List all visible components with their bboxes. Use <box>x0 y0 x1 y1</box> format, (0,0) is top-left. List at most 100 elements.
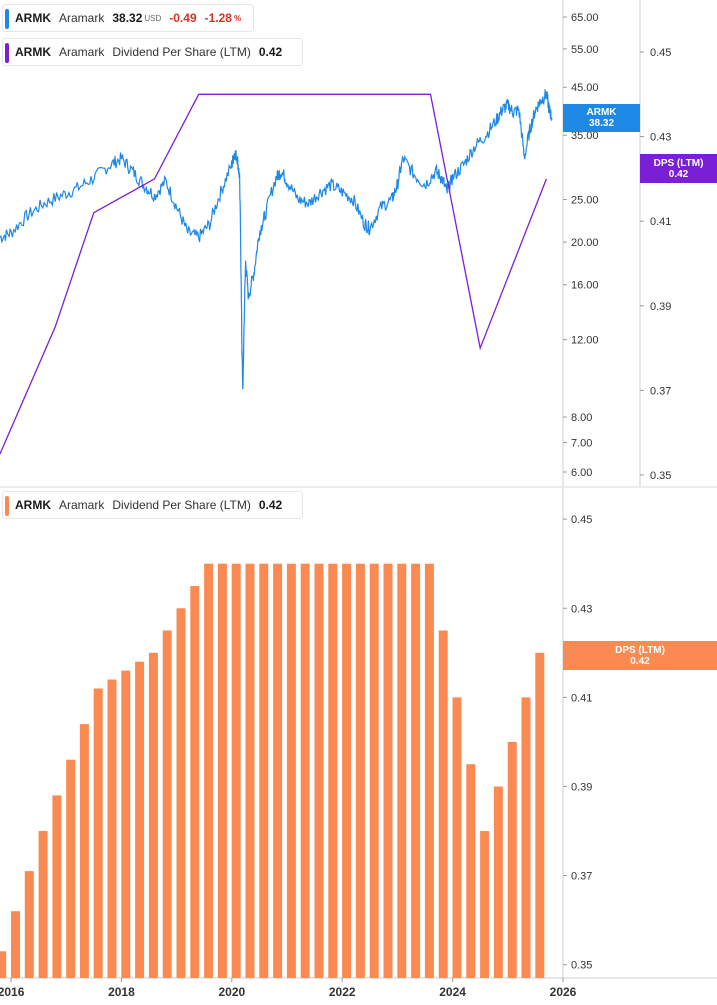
dps-bar[interactable] <box>535 652 545 978</box>
legend-metric: Dividend Per Share (LTM) <box>112 498 251 512</box>
price-tick-label: 20.00 <box>571 237 599 249</box>
dps-bar[interactable] <box>79 724 89 978</box>
dps-bar[interactable] <box>24 871 34 978</box>
legend-price: 38.32 <box>112 11 143 25</box>
price-tick-label: 6.00 <box>571 467 592 479</box>
dps-bar[interactable] <box>0 951 7 978</box>
bottom-dps-tick-label: 0.37 <box>571 871 592 883</box>
dps-top-flag-label: DPS (LTM) <box>653 157 704 169</box>
dps-top-flag: DPS (LTM) 0.42 <box>640 154 717 183</box>
price-tick-label: 8.00 <box>571 412 592 424</box>
dps-bar[interactable] <box>190 586 200 978</box>
price-legend-swatch <box>5 9 9 29</box>
price-flag-label: ARMK <box>586 107 617 118</box>
dps-bar[interactable] <box>383 563 393 978</box>
price-tick-label: 16.00 <box>571 280 599 292</box>
bottom-dps-tick-label: 0.45 <box>571 514 592 526</box>
dps-legend-top-swatch <box>5 43 9 63</box>
legend-pct-sign: % <box>233 13 242 23</box>
legend-company-name: Aramark <box>59 498 105 512</box>
price-flag: ARMK 38.32 <box>563 104 640 132</box>
dps-bar[interactable] <box>521 697 531 978</box>
dps-bar[interactable] <box>107 679 117 979</box>
top-panel-axes: 6.00 7.00 8.00 12.00 16.00 20.00 25.00 35.00 45.… <box>0 0 717 488</box>
bottom-dps-tick-label: 0.43 <box>571 603 592 615</box>
dps-tick-label: 0.45 <box>650 47 671 59</box>
dps-bar[interactable] <box>286 563 296 978</box>
legend-ticker: ARMK <box>15 11 51 25</box>
x-tick-label: 2018 <box>108 985 135 999</box>
dps-bar[interactable] <box>162 630 172 979</box>
x-tick-label: 2020 <box>218 985 245 999</box>
dps-bar[interactable] <box>259 563 269 978</box>
dps-tick-label: 0.35 <box>650 470 671 482</box>
dps-tick-label: 0.43 <box>650 132 671 144</box>
dps-bottom-flag: DPS (LTM) 0.42 <box>563 641 717 670</box>
x-tick-label: 2022 <box>329 985 356 999</box>
legend-value: 0.42 <box>258 45 283 59</box>
legend-ticker: ARMK <box>15 498 51 512</box>
dps-bar[interactable] <box>176 608 186 978</box>
dps-legend-top[interactable]: ARMK Aramark Dividend Per Share (LTM) 0.… <box>2 38 303 66</box>
dps-bar[interactable] <box>121 670 131 978</box>
dps-bar[interactable] <box>480 831 490 978</box>
bottom-dps-tick-label: 0.39 <box>571 781 592 793</box>
dps-bar[interactable] <box>93 688 103 979</box>
x-tick-label: 2016 <box>0 985 25 999</box>
price-flag-value: 38.32 <box>588 118 615 129</box>
dps-bar[interactable] <box>300 563 310 978</box>
dps-bar[interactable] <box>507 741 517 978</box>
dps-tick-label: 0.39 <box>650 301 671 313</box>
dps-tick-label: 0.41 <box>650 216 671 228</box>
dps-bar[interactable] <box>135 661 145 978</box>
dps-bar[interactable] <box>231 563 241 978</box>
price-tick-label: 55.00 <box>571 44 599 56</box>
price-series-line <box>0 89 553 390</box>
legend-metric: Dividend Per Share (LTM) <box>112 45 251 59</box>
legend-ticker: ARMK <box>15 45 51 59</box>
dps-bottom-flag-value: 0.42 <box>630 655 650 667</box>
x-tick-label: 2024 <box>439 985 466 999</box>
dps-legend-bottom[interactable]: ARMK Aramark Dividend Per Share (LTM) 0.… <box>2 491 303 519</box>
legend-currency: USD <box>144 13 162 23</box>
dps-top-flag-value: 0.42 <box>668 168 689 180</box>
price-tick-label: 65.00 <box>571 12 599 24</box>
dps-bar[interactable] <box>452 697 462 978</box>
dps-bar[interactable] <box>314 563 324 978</box>
dps-bar[interactable] <box>424 563 434 978</box>
price-tick-label: 35.00 <box>571 130 599 142</box>
dps-bar[interactable] <box>438 630 448 979</box>
dps-legend-bottom-swatch <box>5 496 9 516</box>
dps-bar[interactable] <box>11 911 20 978</box>
dps-bar[interactable] <box>66 759 76 978</box>
bottom-panel-axes: 0.35 0.37 0.39 0.41 0.43 0.45 2016 2018 2020 2022… <box>0 488 717 999</box>
dps-series-line <box>0 93 548 455</box>
price-tick-label: 45.00 <box>571 82 599 94</box>
dps-bar[interactable] <box>328 563 338 978</box>
dps-bar[interactable] <box>217 563 227 978</box>
dps-bar[interactable] <box>245 563 255 978</box>
dps-bar[interactable] <box>273 563 283 978</box>
dps-bar[interactable] <box>52 795 62 978</box>
legend-company-name: Aramark <box>59 11 105 25</box>
bottom-dps-tick-label: 0.35 <box>571 960 592 972</box>
top-panel-lines <box>0 89 553 455</box>
dps-bar[interactable] <box>369 563 379 978</box>
dps-bottom-flag-label: DPS (LTM) <box>615 644 665 656</box>
dps-bar[interactable] <box>148 652 158 978</box>
dps-bar[interactable] <box>493 786 503 979</box>
price-legend[interactable]: ARMK Aramark 38.32 USD -0.49 -1.28 % <box>2 4 254 32</box>
price-tick-label: 25.00 <box>571 194 599 206</box>
price-tick-label: 12.00 <box>571 335 599 347</box>
dps-bar[interactable] <box>38 831 48 978</box>
dps-bar[interactable] <box>342 563 352 978</box>
dps-bar[interactable] <box>355 563 365 978</box>
legend-change: -0.49 <box>169 11 197 25</box>
legend-change-pct: -1.28 <box>204 11 232 25</box>
dps-bar[interactable] <box>411 563 421 978</box>
dps-bar[interactable] <box>466 764 476 978</box>
dps-bar[interactable] <box>397 563 407 978</box>
dps-bar[interactable] <box>204 563 214 978</box>
legend-value: 0.42 <box>258 498 283 512</box>
